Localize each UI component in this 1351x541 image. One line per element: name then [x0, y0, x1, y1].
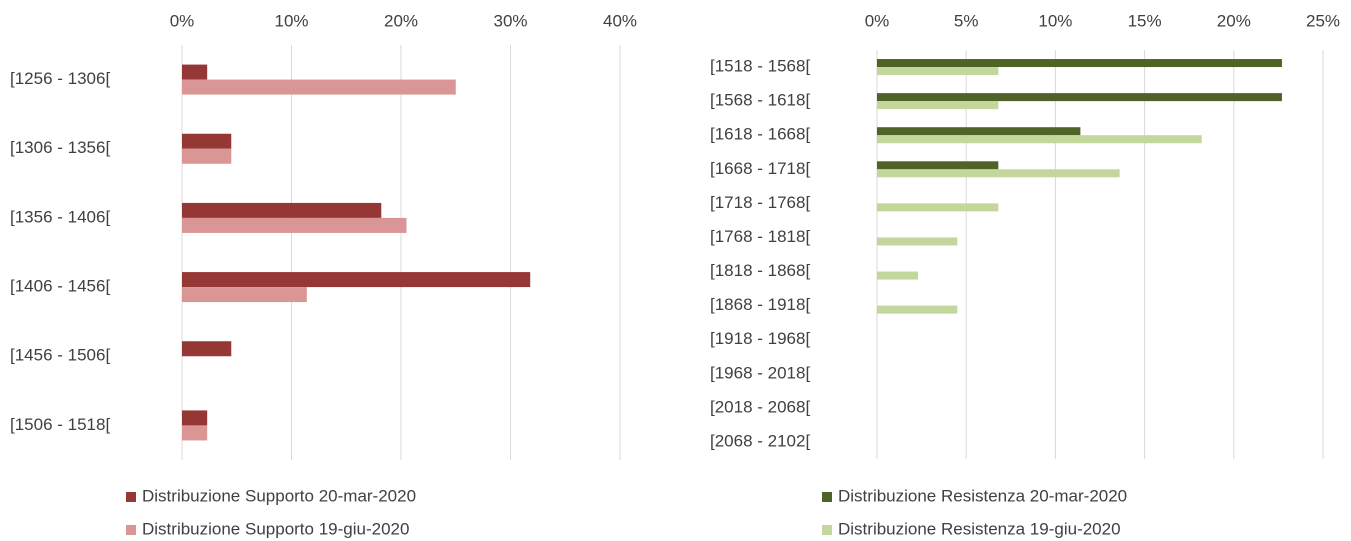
y-tick-label: [1256 - 1306[ — [10, 69, 110, 88]
legend-swatch — [822, 525, 832, 535]
y-tick-label: [1568 - 1618[ — [710, 91, 810, 110]
bar — [877, 271, 919, 280]
x-tick-label: 10% — [274, 11, 308, 30]
bar — [182, 217, 407, 233]
bar — [182, 64, 208, 80]
y-tick-label: [1456 - 1506[ — [10, 346, 110, 365]
y-tick-label: [1406 - 1456[ — [10, 277, 110, 296]
bar — [182, 287, 307, 303]
bar — [182, 272, 531, 288]
y-tick-label: [1718 - 1768[ — [710, 193, 810, 212]
y-tick-label: [1518 - 1568[ — [710, 57, 810, 76]
y-tick-label: [1868 - 1918[ — [710, 295, 810, 314]
y-tick-label: [1818 - 1868[ — [710, 261, 810, 280]
legend-label: Distribuzione Supporto 19-giu-2020 — [142, 519, 409, 538]
bar — [877, 169, 1120, 178]
y-tick-label: [1918 - 1968[ — [710, 329, 810, 348]
y-tick-label: [1306 - 1356[ — [10, 138, 110, 157]
bar — [877, 161, 999, 170]
bar — [182, 425, 208, 441]
x-tick-label: 25% — [1306, 11, 1340, 30]
x-tick-label: 20% — [1217, 11, 1251, 30]
legend-swatch — [822, 492, 832, 502]
bar — [182, 148, 232, 164]
bar — [182, 341, 232, 357]
legend-label: Distribuzione Supporto 20-mar-2020 — [142, 486, 416, 505]
x-tick-label: 15% — [1128, 11, 1162, 30]
y-tick-label: [2068 - 2102[ — [710, 431, 810, 450]
legend-swatch — [126, 492, 136, 502]
bar — [877, 59, 1282, 68]
y-tick-label: [1618 - 1668[ — [710, 125, 810, 144]
y-tick-label: [1356 - 1406[ — [10, 207, 110, 226]
x-tick-label: 40% — [603, 11, 637, 30]
bar — [877, 237, 958, 246]
bar — [182, 410, 208, 426]
bar — [877, 93, 1282, 102]
x-tick-label: 10% — [1038, 11, 1072, 30]
bar — [182, 79, 456, 95]
legend-label: Distribuzione Resistenza 20-mar-2020 — [838, 486, 1127, 505]
x-tick-label: 0% — [170, 11, 195, 30]
bar — [877, 203, 999, 212]
bar — [182, 133, 232, 149]
bar — [877, 305, 958, 314]
bar — [877, 127, 1081, 136]
bar — [877, 135, 1202, 144]
bar — [877, 67, 999, 76]
x-tick-label: 30% — [493, 11, 527, 30]
x-tick-label: 5% — [954, 11, 979, 30]
legend-swatch — [126, 525, 136, 535]
bar — [182, 202, 382, 218]
x-tick-label: 0% — [865, 11, 890, 30]
bar — [877, 101, 999, 110]
legend-label: Distribuzione Resistenza 19-giu-2020 — [838, 519, 1121, 538]
y-tick-label: [1668 - 1718[ — [710, 159, 810, 178]
y-tick-label: [1768 - 1818[ — [710, 227, 810, 246]
x-tick-label: 20% — [384, 11, 418, 30]
y-tick-label: [1506 - 1518[ — [10, 415, 110, 434]
y-tick-label: [1968 - 2018[ — [710, 363, 810, 382]
y-tick-label: [2018 - 2068[ — [710, 397, 810, 416]
